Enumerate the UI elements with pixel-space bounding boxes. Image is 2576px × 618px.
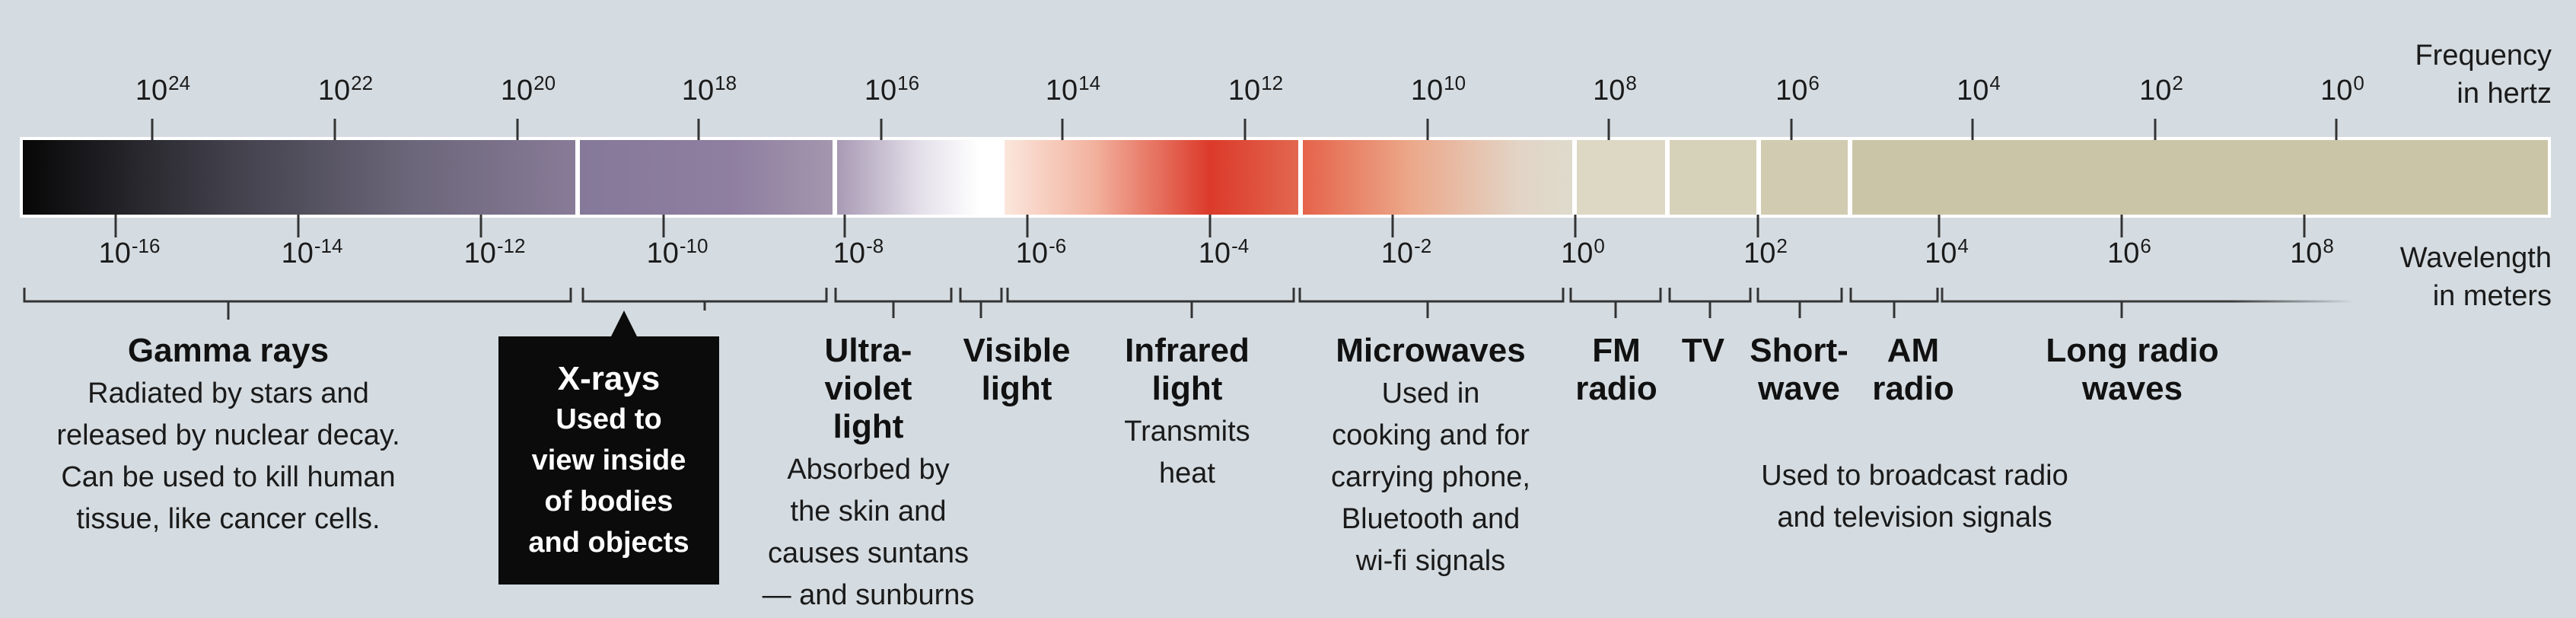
wavelength-label: 102: [1743, 234, 1788, 269]
frequency-label: 1014: [1045, 72, 1101, 107]
xray-callout: X-rays Used to view inside of bodies and…: [498, 336, 719, 585]
frequency-label: 1012: [1228, 72, 1284, 107]
frequency-label: 1022: [317, 72, 374, 107]
wavelength-label: 108: [2290, 234, 2334, 269]
wavelength-label: 10-16: [98, 234, 161, 269]
am-bracket: [1849, 288, 1939, 318]
microwave-bracket: [1298, 288, 1565, 318]
visible-bracket: [959, 288, 1003, 318]
wavelength-label: 10-14: [281, 234, 343, 269]
frequency-label: 102: [2139, 72, 2183, 107]
frequency-label: 104: [1957, 72, 2001, 107]
frequency-label: 108: [1593, 72, 1637, 107]
ultraviolet-description: Absorbed by the skin and causes suntans …: [762, 454, 975, 611]
frequency-title-line2: in hertz: [2457, 78, 2552, 110]
frequency-label: 1024: [135, 72, 191, 107]
long-radio-bracket: [1941, 288, 2355, 303]
xray-description: Used to view inside of bodies and object…: [528, 403, 689, 559]
gamma-segment: [23, 140, 575, 215]
xray-bracket: [581, 288, 828, 311]
uv-segment: [837, 140, 1005, 215]
fm-radio-name: FM radio: [1575, 332, 1657, 407]
shortwave-segment: [1761, 140, 1848, 215]
frequency-ticks: [151, 119, 2338, 140]
wavelength-title-line1: Wavelength: [2399, 242, 2552, 274]
radio-segment: [1852, 140, 2548, 215]
shortwave-bracket: [1756, 288, 1843, 318]
frequency-label: 1016: [864, 72, 920, 107]
wavelength-label: 10-10: [646, 234, 708, 269]
tv-name: TV: [1681, 332, 1725, 369]
wavelength-label: 10-12: [463, 234, 526, 269]
xray-name: X-rays: [557, 360, 661, 397]
frequency-label: 1018: [681, 72, 737, 107]
shortwave-name: Short- wave: [1750, 332, 1848, 407]
microwaves-description: Used in cooking and for carrying phone, …: [1331, 377, 1530, 577]
wavelength-label: 10-8: [833, 234, 884, 269]
gamma-bracket: [23, 288, 572, 320]
xray-segment: [580, 140, 833, 215]
fm-bracket: [1569, 288, 1662, 318]
xray-callout-pointer: [610, 311, 638, 338]
frequency-label: 106: [1775, 72, 1820, 107]
gamma-rays-description: Radiated by stars and released by nuclea…: [56, 377, 400, 535]
long-radio-waves-name: Long radio waves: [2046, 332, 2219, 407]
wavelength-ticks: [114, 215, 2306, 237]
wavelength-label: 10-6: [1015, 234, 1067, 269]
fm-segment: [1577, 140, 1665, 215]
tv-bracket: [1668, 288, 1752, 318]
microwaves-name: Microwaves: [1336, 332, 1526, 369]
infrared-bracket: [1006, 288, 1295, 318]
microwave-segment: [1303, 140, 1572, 215]
wavelength-label: 10-4: [1198, 234, 1250, 269]
ultraviolet-name: Ultra- violet light: [824, 332, 912, 445]
frequency-label: 1020: [500, 72, 556, 107]
radio-tv-description: Used to broadcast radio and television s…: [1761, 460, 2068, 534]
infrared-segment: [1005, 140, 1298, 215]
infrared-description: Transmits heat: [1124, 416, 1250, 489]
uv-bracket: [834, 288, 953, 318]
range-brackets: [23, 288, 1939, 320]
frequency-axis-title: Frequency in hertz: [2415, 37, 2552, 113]
wavelength-label: 10-2: [1380, 234, 1432, 269]
gamma-rays-name: Gamma rays: [127, 332, 330, 369]
visible-light-name: Visible light: [963, 332, 1071, 407]
am-radio-name: AM radio: [1872, 332, 1954, 407]
wavelength-label: 104: [1925, 234, 1969, 269]
wavelength-label: 106: [2107, 234, 2151, 269]
frequency-title-line1: Frequency: [2415, 40, 2552, 72]
tv-segment: [1670, 140, 1756, 215]
wavelength-label: 100: [1561, 234, 1605, 269]
infrared-name: Infrared light: [1125, 332, 1250, 407]
frequency-label: 100: [2320, 72, 2364, 107]
wavelength-axis-title: Wavelength in meters: [2400, 239, 2552, 315]
frequency-label: 1010: [1410, 72, 1466, 107]
wavelength-title-line2: in meters: [2432, 280, 2552, 312]
